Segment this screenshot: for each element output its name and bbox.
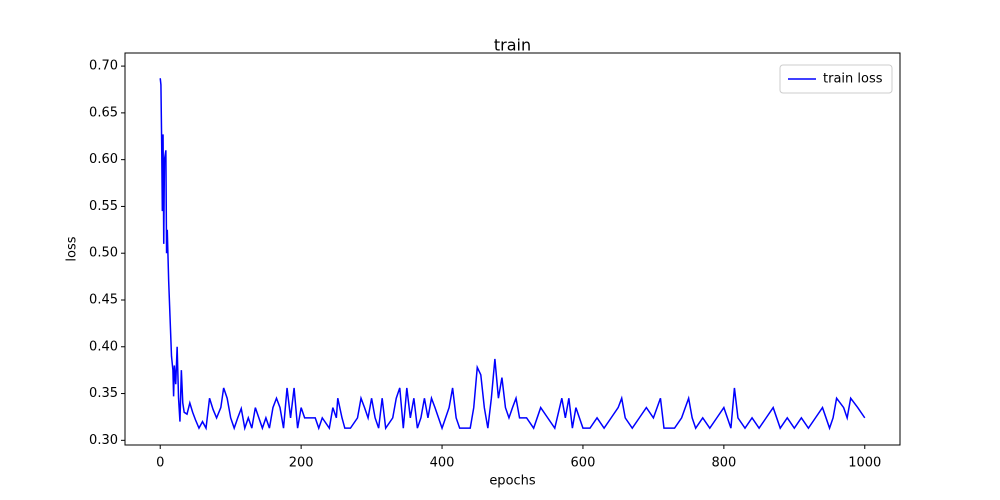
plot-frame <box>124 52 901 446</box>
x-tick-label: 400 <box>430 456 455 471</box>
y-tick-label: 0.40 <box>89 339 118 354</box>
x-axis-label: epochs <box>489 474 536 489</box>
chart-title: train <box>494 36 531 55</box>
y-tick-label: 0.30 <box>89 433 118 448</box>
y-tick-label: 0.60 <box>89 152 118 167</box>
y-axis-label: loss <box>65 236 80 261</box>
y-tick-label: 0.35 <box>89 386 118 401</box>
y-tick-label: 0.70 <box>89 59 118 74</box>
line-series <box>159 78 866 432</box>
legend-label: train loss <box>823 72 883 87</box>
x-tick-label: 0 <box>156 456 164 471</box>
y-tick-label: 0.50 <box>89 246 118 261</box>
x-tick-label: 200 <box>289 456 314 471</box>
y-tick-label: 0.45 <box>89 292 118 307</box>
y-tick-label: 0.65 <box>89 105 118 120</box>
x-tick-label: 600 <box>571 456 596 471</box>
x-tick-label: 1000 <box>848 456 881 471</box>
y-tick-label: 0.55 <box>89 199 118 214</box>
x-tick-label: 800 <box>711 456 736 471</box>
legend-box <box>779 64 893 94</box>
